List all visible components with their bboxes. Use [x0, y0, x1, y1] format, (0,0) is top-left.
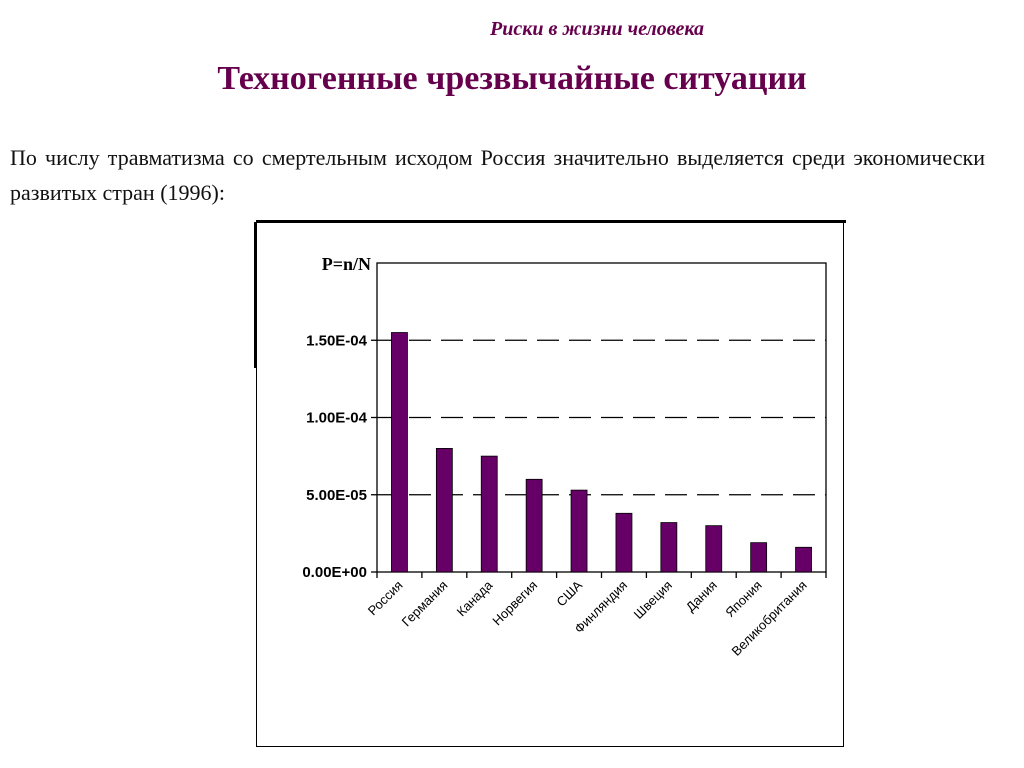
bar — [435, 447, 453, 573]
x-tick-label: Канада — [454, 577, 496, 619]
bar — [615, 512, 633, 573]
chart-frame: 0.00E+00 5.00E-05 1.00E-04 1.50E-04 P=n/N Рос… — [254, 220, 846, 747]
x-tick-label: Япония — [722, 578, 765, 621]
bar-chart: 0.00E+00 5.00E-05 1.00E-04 1.50E-04 P=n/N Рос… — [302, 254, 827, 659]
y-axis-label: P=n/N — [322, 254, 371, 274]
frame-top-border — [256, 220, 846, 223]
bar — [660, 522, 678, 573]
frame-left-border — [254, 222, 257, 368]
x-tick-label: Россия — [365, 578, 406, 619]
x-tick-label: Дания — [683, 578, 720, 615]
bar — [525, 478, 543, 573]
x-tick-label: Норвегия — [489, 578, 540, 629]
x-tick-label: США — [553, 577, 585, 609]
x-tick-label: Швеция — [631, 578, 675, 622]
bar — [705, 525, 723, 573]
bar — [391, 332, 408, 573]
slide-title: Техногенные чрезвычайные ситуации — [217, 60, 807, 97]
y-tick-label: 0.00E+00 — [302, 564, 367, 581]
intro-text: По числу травматизма со смертельным исхо… — [10, 145, 985, 205]
y-tick-label: 1.00E-04 — [306, 410, 368, 427]
slide-subtitle: Риски в жизни человека — [490, 18, 704, 40]
x-tick-label: Германия — [399, 578, 451, 630]
bar — [750, 542, 768, 573]
bar — [570, 489, 588, 573]
y-tick-label: 5.00E-05 — [306, 487, 367, 504]
bar — [480, 455, 498, 573]
bar — [795, 546, 812, 573]
y-tick-label: 1.50E-04 — [306, 332, 368, 349]
